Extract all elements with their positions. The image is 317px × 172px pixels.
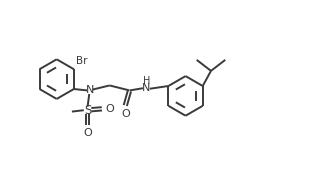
Text: O: O [121,109,130,119]
Text: Br: Br [76,56,87,66]
Text: S: S [84,104,91,117]
Text: N: N [142,83,151,93]
Text: O: O [83,128,92,138]
Text: O: O [106,104,114,114]
Text: N: N [86,85,94,95]
Text: H: H [143,76,150,86]
